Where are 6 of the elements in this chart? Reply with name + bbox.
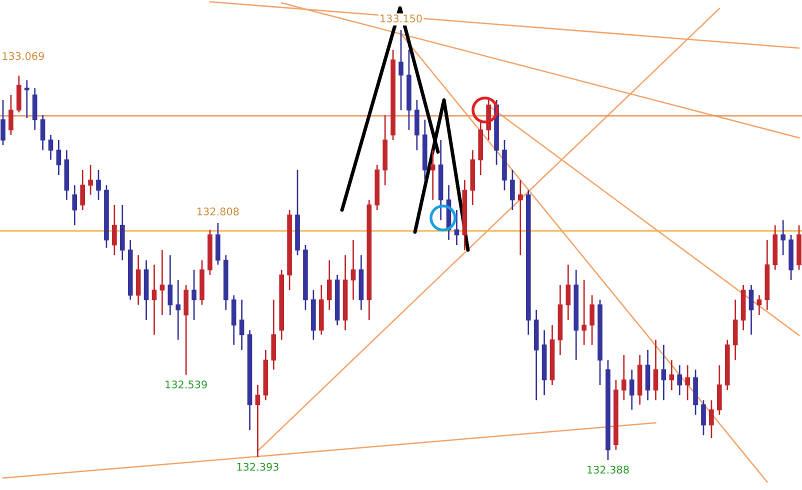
annotation: 132.393 <box>237 462 278 471</box>
annotation: 132.388 <box>588 466 629 474</box>
annotation: 132.808 <box>198 208 239 216</box>
annotation: 133.069 <box>2 52 44 60</box>
annotation: 133.150 <box>380 14 422 22</box>
annotation: 132.539 <box>166 380 207 388</box>
